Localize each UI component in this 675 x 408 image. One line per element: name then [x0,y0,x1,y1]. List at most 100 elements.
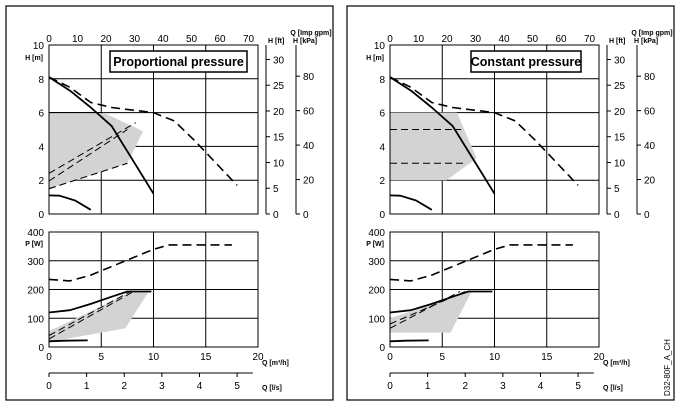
power-y-tick-label: 400 [368,228,385,239]
head-top-tick-label: 50 [527,34,539,45]
head-top-tick-label: 30 [129,34,141,45]
head-kpa-tick-label: 20 [303,176,315,187]
head-kpa-tick-label: 60 [644,107,656,118]
power-y-axis-label: P [W] [366,241,384,248]
head-top-tick-label: 10 [72,34,84,45]
head-y-axis-label: H [m] [25,55,43,62]
power-x-axis-label: Q [m³/h] [262,360,289,367]
head-curve-2 [48,194,92,211]
head-y-tick-label: 8 [38,75,44,86]
power-curve-1 [389,244,573,282]
ls-axis-tick-label: 5 [575,381,581,392]
power-region-dashed-line [389,291,461,329]
ls-axis-tick-label: 1 [84,381,90,392]
figure-code-label: D32-80F_A_CH [663,339,672,396]
head-kpa-tick-label: 0 [303,210,309,221]
power-y-tick-label: 0 [38,343,44,354]
power-x-tick-label: 5 [98,352,104,363]
head-ft-tick-label: 0 [614,210,620,221]
power-x-tick-label: 10 [489,352,501,363]
ls-axis-tick-label: 2 [121,381,127,392]
head-curve-0 [389,76,496,195]
power-x-tick-label: 15 [541,352,553,363]
power-y-tick-label: 300 [368,257,385,268]
ls-axis-label: Q [l/s] [603,385,623,392]
power-y-tick-label: 200 [27,286,44,297]
ls-axis-tick-label: 0 [387,381,393,392]
head-top-tick-label: 0 [46,34,52,45]
head-kpa-tick-label: 40 [303,141,315,152]
panel-frame [5,5,334,401]
head-y-tick-label: 10 [374,41,386,52]
power-x-tick-label: 10 [148,352,160,363]
head-top-tick-label: 10 [413,34,425,45]
head-ft-tick-label: 15 [614,133,626,144]
panel-frame [346,5,675,401]
head-top-tick-label: 40 [498,34,510,45]
head-ft-tick-label: 10 [614,158,626,169]
head-top-tick-label: 30 [470,34,482,45]
head-y-tick-label: 0 [379,210,385,221]
head-plot-border [389,44,600,215]
head-y-axis-label: H [m] [366,55,384,62]
head-ft-tick-label: 25 [273,81,285,92]
head-kpa-tick-label: 80 [644,72,656,83]
head-top-tick-label: 60 [214,34,226,45]
head-kpa-tick-label: 0 [644,210,650,221]
head-top-tick-label: 70 [584,34,596,45]
head-top-tick-label: 0 [387,34,393,45]
head-top-axis-label: Q [Imp gpm] [290,30,331,37]
power-x-tick-label: 20 [593,352,605,363]
power-curve-2 [48,339,88,343]
head-curve-2 [389,194,433,211]
power-y-tick-label: 200 [368,286,385,297]
power-x-tick-label: 5 [439,352,445,363]
power-y-tick-label: 300 [27,257,44,268]
power-curve-0 [48,290,152,314]
ls-axis-tick-label: 1 [425,381,431,392]
power-plot-border [48,231,259,348]
head-top-tick-label: 20 [100,34,112,45]
power-y-tick-label: 0 [379,343,385,354]
head-ft-tick-label: 20 [273,107,285,118]
ls-axis-tick-label: 0 [46,381,52,392]
head-kpa-axis-label: H [kPa] [634,38,658,45]
head-ft-axis-label: H [ft] [609,38,625,45]
head-ft-tick-label: 15 [273,133,285,144]
power-y-tick-label: 100 [27,314,44,325]
head-top-tick-label: 60 [555,34,567,45]
chart-title: Proportional pressure [113,55,244,69]
chart-title: Constant pressure [471,55,581,69]
power-operating-region [390,291,472,333]
head-ft-tick-label: 20 [614,107,626,118]
power-x-tick-label: 0 [46,352,52,363]
ls-axis-label: Q [l/s] [262,385,282,392]
head-kpa-axis-label: H [kPa] [293,38,317,45]
head-kpa-tick-label: 20 [644,176,656,187]
power-x-tick-label: 20 [252,352,264,363]
head-curve-1 [389,76,579,186]
head-y-tick-label: 2 [38,176,44,187]
head-top-tick-label: 70 [243,34,255,45]
head-y-tick-label: 8 [379,75,385,86]
power-region-dashed-line [48,291,131,336]
ls-axis-tick-label: 4 [538,381,544,392]
head-y-tick-label: 6 [38,109,44,120]
head-curve-1 [48,76,238,186]
power-curve-0 [389,290,493,314]
head-top-tick-label: 50 [186,34,198,45]
power-y-axis-label: P [W] [25,241,43,248]
power-plot-border [389,231,600,348]
head-ft-tick-label: 0 [273,210,279,221]
ls-axis-tick-label: 3 [159,381,165,392]
ls-axis-tick-label: 2 [462,381,468,392]
head-ft-tick-label: 5 [273,184,279,195]
chart-title-box [470,50,582,73]
chart-title-box [109,50,248,73]
power-y-tick-label: 100 [368,314,385,325]
head-y-tick-label: 6 [379,109,385,120]
head-y-tick-label: 4 [38,142,44,153]
head-plot-border [48,44,259,215]
power-x-axis-label: Q [m³/h] [603,360,630,367]
